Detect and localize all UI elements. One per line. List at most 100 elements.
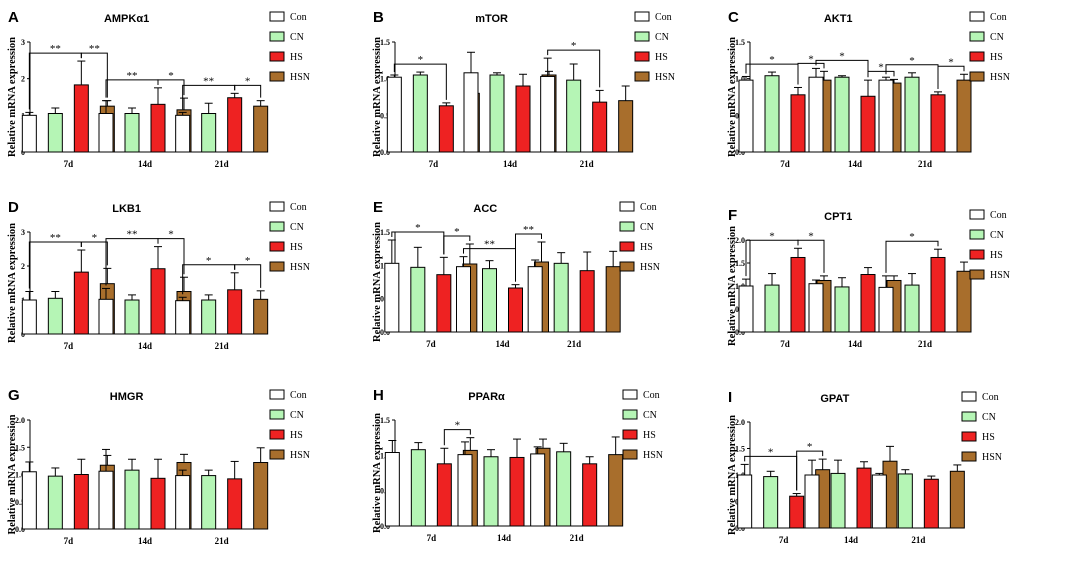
bar-con-14d <box>456 266 471 333</box>
bar-hs-14d <box>150 477 166 530</box>
significance-label: ** <box>50 232 61 244</box>
legend-label: Con <box>655 12 672 23</box>
x-tick-label: 14d <box>138 536 152 546</box>
legend-label: Con <box>990 210 1007 221</box>
bar-cn-14d <box>489 74 505 153</box>
y-tick-label: 0.0 <box>15 525 25 534</box>
y-tick-label: 2.0 <box>735 418 745 427</box>
legend-label: HSN <box>982 452 1002 463</box>
legend-swatch-hsn <box>969 71 985 82</box>
bar-hs-21d <box>923 478 939 529</box>
bar-hsn-21d <box>605 266 621 333</box>
y-tick-label: 1.5 <box>735 445 745 454</box>
legend-swatch-con <box>269 11 285 22</box>
bar-con-7d <box>21 114 37 153</box>
y-tick-label: 2.0 <box>735 236 745 245</box>
y-tick-label: 3 <box>21 38 25 47</box>
bar-con-7d <box>21 299 37 335</box>
bar-con-14d <box>804 474 820 529</box>
chart-title: ACC <box>473 203 497 215</box>
significance-label: * <box>571 40 577 52</box>
bar-con-14d <box>808 283 824 333</box>
legend-label: HSN <box>640 262 660 273</box>
bar-cn-14d <box>124 299 140 335</box>
x-tick-label: 7d <box>64 159 74 169</box>
significance-bracket <box>182 264 236 295</box>
legend-label: CN <box>290 410 304 421</box>
bar-hs-14d <box>150 268 166 335</box>
legend-swatch-hsn <box>269 449 285 460</box>
bar-hsn-21d <box>949 470 965 529</box>
bar-cn-21d <box>201 299 217 335</box>
bar-con-7d <box>738 285 754 333</box>
chart-title: mTOR <box>475 13 508 25</box>
legend-swatch-cn <box>969 229 985 240</box>
legend-swatch-hsn <box>634 71 650 82</box>
bar-con-7d <box>386 76 402 153</box>
x-tick-label: 21d <box>215 159 229 169</box>
significance-label: * <box>168 229 174 241</box>
significance-bracket <box>797 62 825 85</box>
y-tick-label: 1.5 <box>380 416 390 425</box>
bar-cn-21d <box>553 262 569 333</box>
bar-hs-7d <box>438 105 454 153</box>
significance-label: * <box>948 56 954 68</box>
significance-bracket <box>547 49 601 88</box>
legend-swatch-hsn <box>269 71 285 82</box>
bar-con-21d <box>530 453 546 527</box>
significance-bracket <box>157 238 185 275</box>
x-tick-label: 7d <box>64 536 74 546</box>
significance-bracket <box>443 429 471 446</box>
legend-swatch-con <box>269 201 285 212</box>
significance-label: * <box>909 231 915 243</box>
legend-swatch-cn <box>619 221 635 232</box>
bar-hsn-21d <box>253 105 269 153</box>
y-axis-label: Relative mRNA expression <box>7 414 18 534</box>
x-tick-label: 21d <box>918 159 932 169</box>
legend-label: HS <box>655 52 668 63</box>
panel-letter: B <box>373 9 384 26</box>
bar-con-7d <box>384 452 400 527</box>
significance-bracket <box>28 241 82 289</box>
bar-con-21d <box>540 75 556 153</box>
significance-label: * <box>245 75 251 87</box>
bar-hs-7d <box>436 274 452 333</box>
significance-bracket <box>80 52 108 98</box>
bar-cn-7d <box>47 297 63 335</box>
bar-hs-7d <box>73 271 89 335</box>
legend-label: HS <box>990 250 1003 261</box>
legend-label: HS <box>290 52 303 63</box>
y-tick-label: 1.0 <box>380 75 390 84</box>
bar-hsn-21d <box>956 270 972 333</box>
x-tick-label: 21d <box>570 533 584 543</box>
legend-label: HS <box>643 430 656 441</box>
chart-title: LKB1 <box>112 203 141 215</box>
legend-swatch-con <box>969 209 985 220</box>
significance-bracket <box>937 65 965 89</box>
panel-letter: C <box>728 9 739 26</box>
bar-cn-21d <box>904 76 920 153</box>
bar-hsn-21d <box>956 79 972 153</box>
significance-label: * <box>168 70 174 82</box>
significance-bracket <box>796 450 824 491</box>
x-tick-label: 21d <box>215 536 229 546</box>
legend-swatch-hs <box>634 51 650 62</box>
legend-swatch-hs <box>622 429 638 440</box>
y-axis-label: Relative mRNA expression <box>372 413 383 533</box>
panel-letter: H <box>373 387 384 404</box>
y-tick-label: 1.5 <box>735 38 745 47</box>
bar-cn-14d <box>124 469 140 530</box>
x-tick-label: 14d <box>503 159 517 169</box>
bar-con-21d <box>175 300 191 335</box>
legend-swatch-con <box>961 391 977 402</box>
legend-label: Con <box>640 202 657 213</box>
significance-bracket <box>867 70 895 78</box>
chart-title: AKT1 <box>824 13 853 25</box>
significance-bracket <box>515 233 542 282</box>
legend-label: CN <box>643 410 657 421</box>
x-tick-label: 7d <box>429 159 439 169</box>
legend-swatch-con <box>634 11 650 22</box>
significance-bracket <box>105 79 159 98</box>
